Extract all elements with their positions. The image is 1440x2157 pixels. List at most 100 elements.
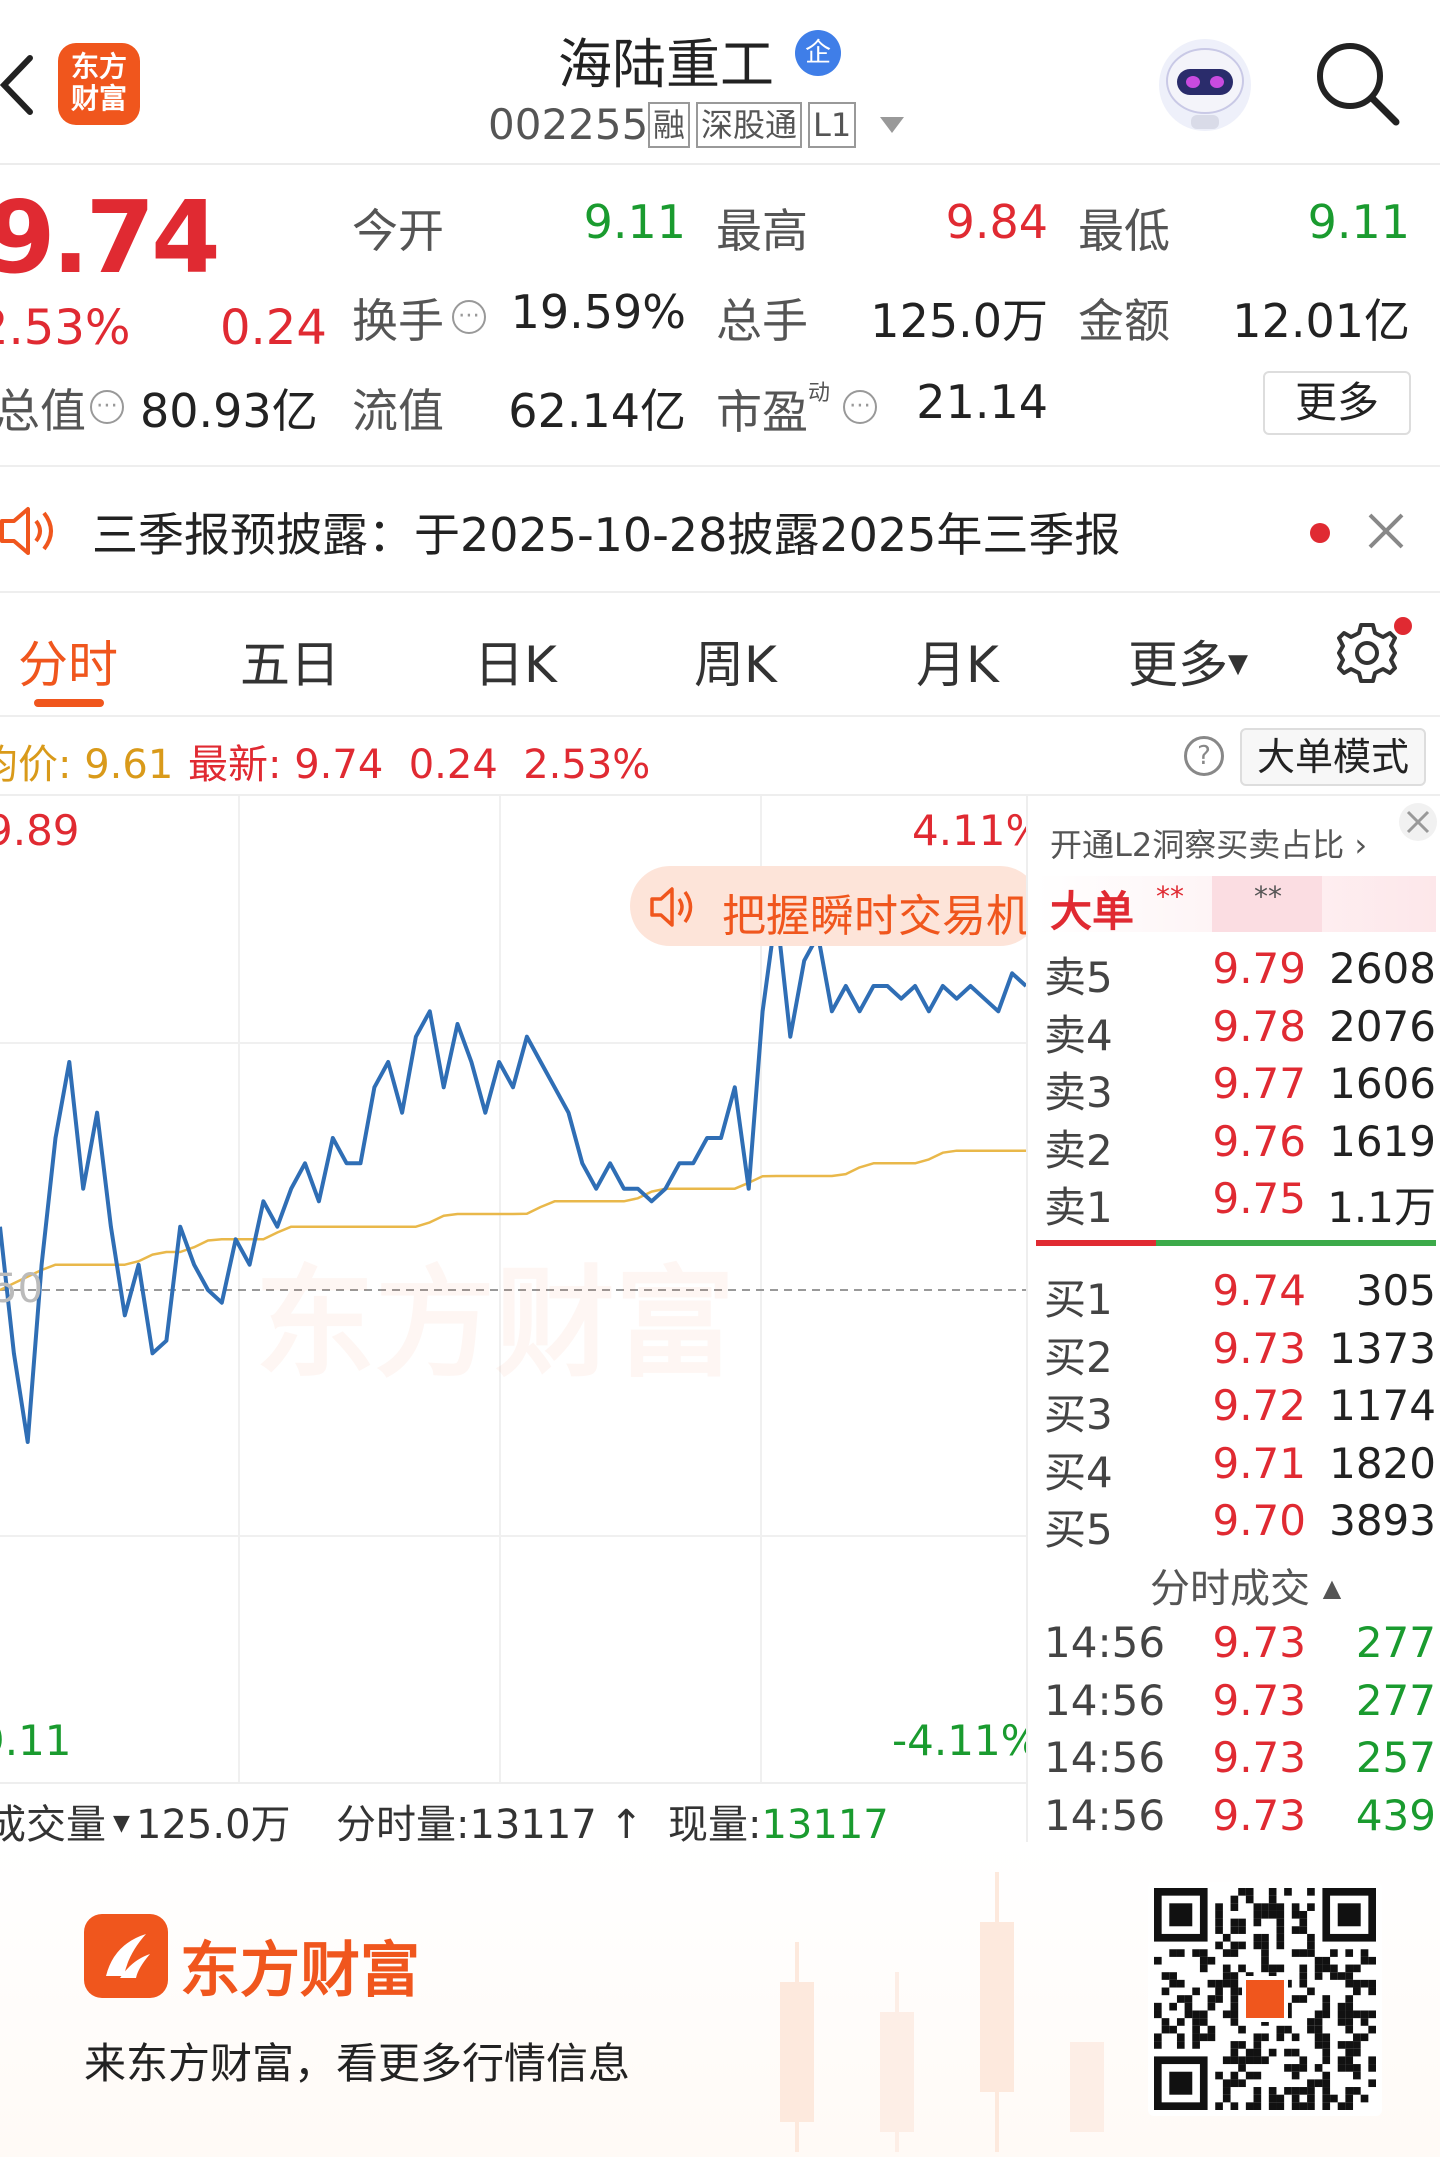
current-volume-value: 13117 (761, 1802, 889, 1848)
notice-text: 三季报预披露：于2025-10-28披露2025年三季报 (92, 508, 1121, 562)
tab-intraday[interactable]: 分时 (18, 636, 118, 694)
tick-volume: 277 (1355, 1618, 1436, 1667)
info-circle-icon[interactable]: ⋯ (452, 300, 486, 334)
caret-down-icon: ▼ (106, 1811, 130, 1836)
chevron-left-icon[interactable] (0, 50, 36, 120)
ask-row: 卖2 9.76 1619 (1036, 1117, 1436, 1175)
axis-bottom-price: 9.11 (0, 1716, 72, 1765)
bid-list: 买1 9.74 305 买2 9.73 1373 买3 9.72 1174 买4 9.71 1820 买… (1036, 1266, 1436, 1554)
tick-label: 14:56 (1044, 1618, 1166, 1667)
stat-label-float-cap: 流值 (352, 384, 444, 438)
tick-label: 14:56 (1044, 1675, 1166, 1725)
tick-row: 14:56 9.73 277 (1036, 1618, 1436, 1676)
caret-up-icon: ▲ (1322, 1574, 1342, 1602)
intraday-chart-svg (0, 796, 1026, 1784)
settings-dot (1394, 617, 1412, 635)
tick-volume: 277 (1355, 1675, 1436, 1725)
top-bar: 东方 财富 海陆重工 企 002255 融 深股通 L1 (0, 0, 1440, 165)
tab-daily-k[interactable]: 日K (474, 636, 557, 694)
stat-label-high: 最高 (716, 204, 808, 258)
bid-label: 买1 (1044, 1275, 1113, 1324)
tab-more[interactable]: 更多▼ (1128, 636, 1248, 694)
avg-value: 9.61 (84, 742, 174, 788)
qr-code[interactable] (1148, 1882, 1382, 2116)
ask-price: 9.79 (1212, 944, 1306, 993)
stat-value-pe: 21.14 (916, 375, 1048, 429)
stat-label-volume: 总手 (716, 294, 808, 348)
change-amount: 0.24 (220, 300, 327, 356)
tag-level: L1 (808, 102, 857, 148)
stat-value-high: 9.84 (945, 195, 1048, 249)
close-icon[interactable] (1398, 802, 1438, 842)
bid-label: 买2 (1044, 1332, 1113, 1382)
tab-active-indicator (34, 699, 104, 707)
ask-row: 卖3 9.77 1606 (1036, 1059, 1436, 1117)
promo-text: 把握瞬时交易机 (722, 891, 1030, 942)
latest-value: 9.74 (294, 742, 384, 788)
promo-pill[interactable]: 把握瞬时交易机 (630, 866, 1040, 946)
axis-top-pct: 4.11% (912, 806, 1046, 855)
tick-price: 9.73 (1212, 1790, 1306, 1840)
ask-label: 卖1 (1044, 1183, 1113, 1232)
tab-weekly-k[interactable]: 周K (694, 636, 777, 694)
tag-stock-connect: 深股通 (696, 102, 803, 148)
app-logo: 东方 财富 (58, 43, 140, 125)
tag-margin: 融 (648, 102, 691, 148)
pe-dynamic-sup: 动 (808, 381, 831, 406)
ask-volume: 1606 (1329, 1059, 1436, 1108)
tick-price: 9.73 (1212, 1675, 1306, 1725)
search-icon[interactable] (1312, 38, 1402, 128)
tick-label: 14:56 (1044, 1733, 1166, 1782)
tab-monthly-k[interactable]: 月K (916, 636, 999, 694)
chart-tabs: 分时 五日 日K 周K 月K 更多▼ (0, 595, 1440, 717)
order-book: 开通L2洞察买卖占比 › 大单 ** ** 卖5 9.79 2608 卖4 9.78 20… (1026, 794, 1440, 1842)
more-button[interactable]: 更多 (1263, 371, 1411, 435)
volume-bar: 成交量 ▼ 125.0万 分时量:13117 ↑ 现量:13117 (0, 1782, 1026, 1848)
robot-assistant-icon[interactable] (1155, 35, 1255, 135)
bid-label: 买3 (1044, 1390, 1113, 1439)
stat-label-amount: 金额 (1078, 294, 1170, 348)
footer-banner: 东方财富 来东方财富，看更多行情信息 (0, 1842, 1440, 2157)
unread-dot (1310, 523, 1330, 543)
bid-price: 9.73 (1212, 1323, 1306, 1373)
ask-price: 9.76 (1212, 1116, 1306, 1166)
help-icon[interactable]: ? (1184, 736, 1224, 776)
volume-dropdown[interactable]: 成交量 ▼ (0, 1802, 130, 1848)
dropdown-triangle-icon[interactable] (878, 115, 906, 135)
bid-price: 9.71 (1212, 1438, 1306, 1488)
caret-down-icon: ▼ (1228, 649, 1248, 679)
tick-row: 14:56 9.73 257 (1036, 1733, 1436, 1791)
bid-row: 买2 9.73 1373 (1036, 1324, 1436, 1382)
close-icon[interactable] (1366, 511, 1406, 551)
tick-row: 14:56 9.73 439 (1036, 1791, 1436, 1849)
stat-label-open: 今开 (352, 204, 444, 258)
ask-price: 9.77 (1212, 1059, 1306, 1108)
big-order-row[interactable]: 大单 ** ** (1036, 876, 1436, 936)
notice-bar[interactable]: 三季报预披露：于2025-10-28披露2025年三季报 (0, 465, 1440, 593)
ticks-title[interactable]: 分时成交 ▲ (1150, 1566, 1342, 1612)
bid-volume: 1373 (1329, 1323, 1436, 1373)
tick-volume: 439 (1355, 1790, 1436, 1840)
last-price: 9.74 (0, 179, 221, 296)
tick-price: 9.73 (1212, 1618, 1306, 1667)
latest-label: 最新: (188, 742, 282, 788)
info-circle-icon[interactable]: ⋯ (843, 390, 877, 424)
stock-tags: 融 深股通 L1 (648, 102, 857, 148)
bid-label: 买4 (1044, 1447, 1113, 1497)
quote-panel: 9.74 2.53% 0.24 今开 9.11 最高 9.84 最低 9.11 … (0, 165, 1440, 465)
info-circle-icon[interactable]: ⋯ (90, 390, 124, 424)
stat-value-amount: 12.01亿 (1232, 294, 1410, 348)
ask-list: 卖5 9.79 2608 卖4 9.78 2076 卖3 9.77 1606 卖2 9.76 1619… (1036, 944, 1436, 1232)
chevron-right-icon: › (1354, 826, 1368, 864)
tab-five-day[interactable]: 五日 (240, 636, 340, 694)
speaker-icon (0, 507, 53, 555)
ask-label: 卖3 (1044, 1068, 1113, 1117)
price-line (0, 908, 1026, 1444)
big-order-mode-button[interactable]: 大单模式 (1240, 728, 1426, 786)
gear-icon[interactable] (1333, 619, 1401, 687)
intraday-chart[interactable]: 东方财富 9.89 4.11% 9.50 9.11 -4.11% 把握瞬时交易机 (0, 794, 1045, 1784)
l2-promo-link[interactable]: 开通L2洞察买卖占比 › (1050, 826, 1368, 864)
stat-value-total-cap: 80.93亿 (140, 384, 318, 438)
tick-label: 14:56 (1044, 1790, 1166, 1840)
stat-label-low: 最低 (1078, 204, 1170, 258)
